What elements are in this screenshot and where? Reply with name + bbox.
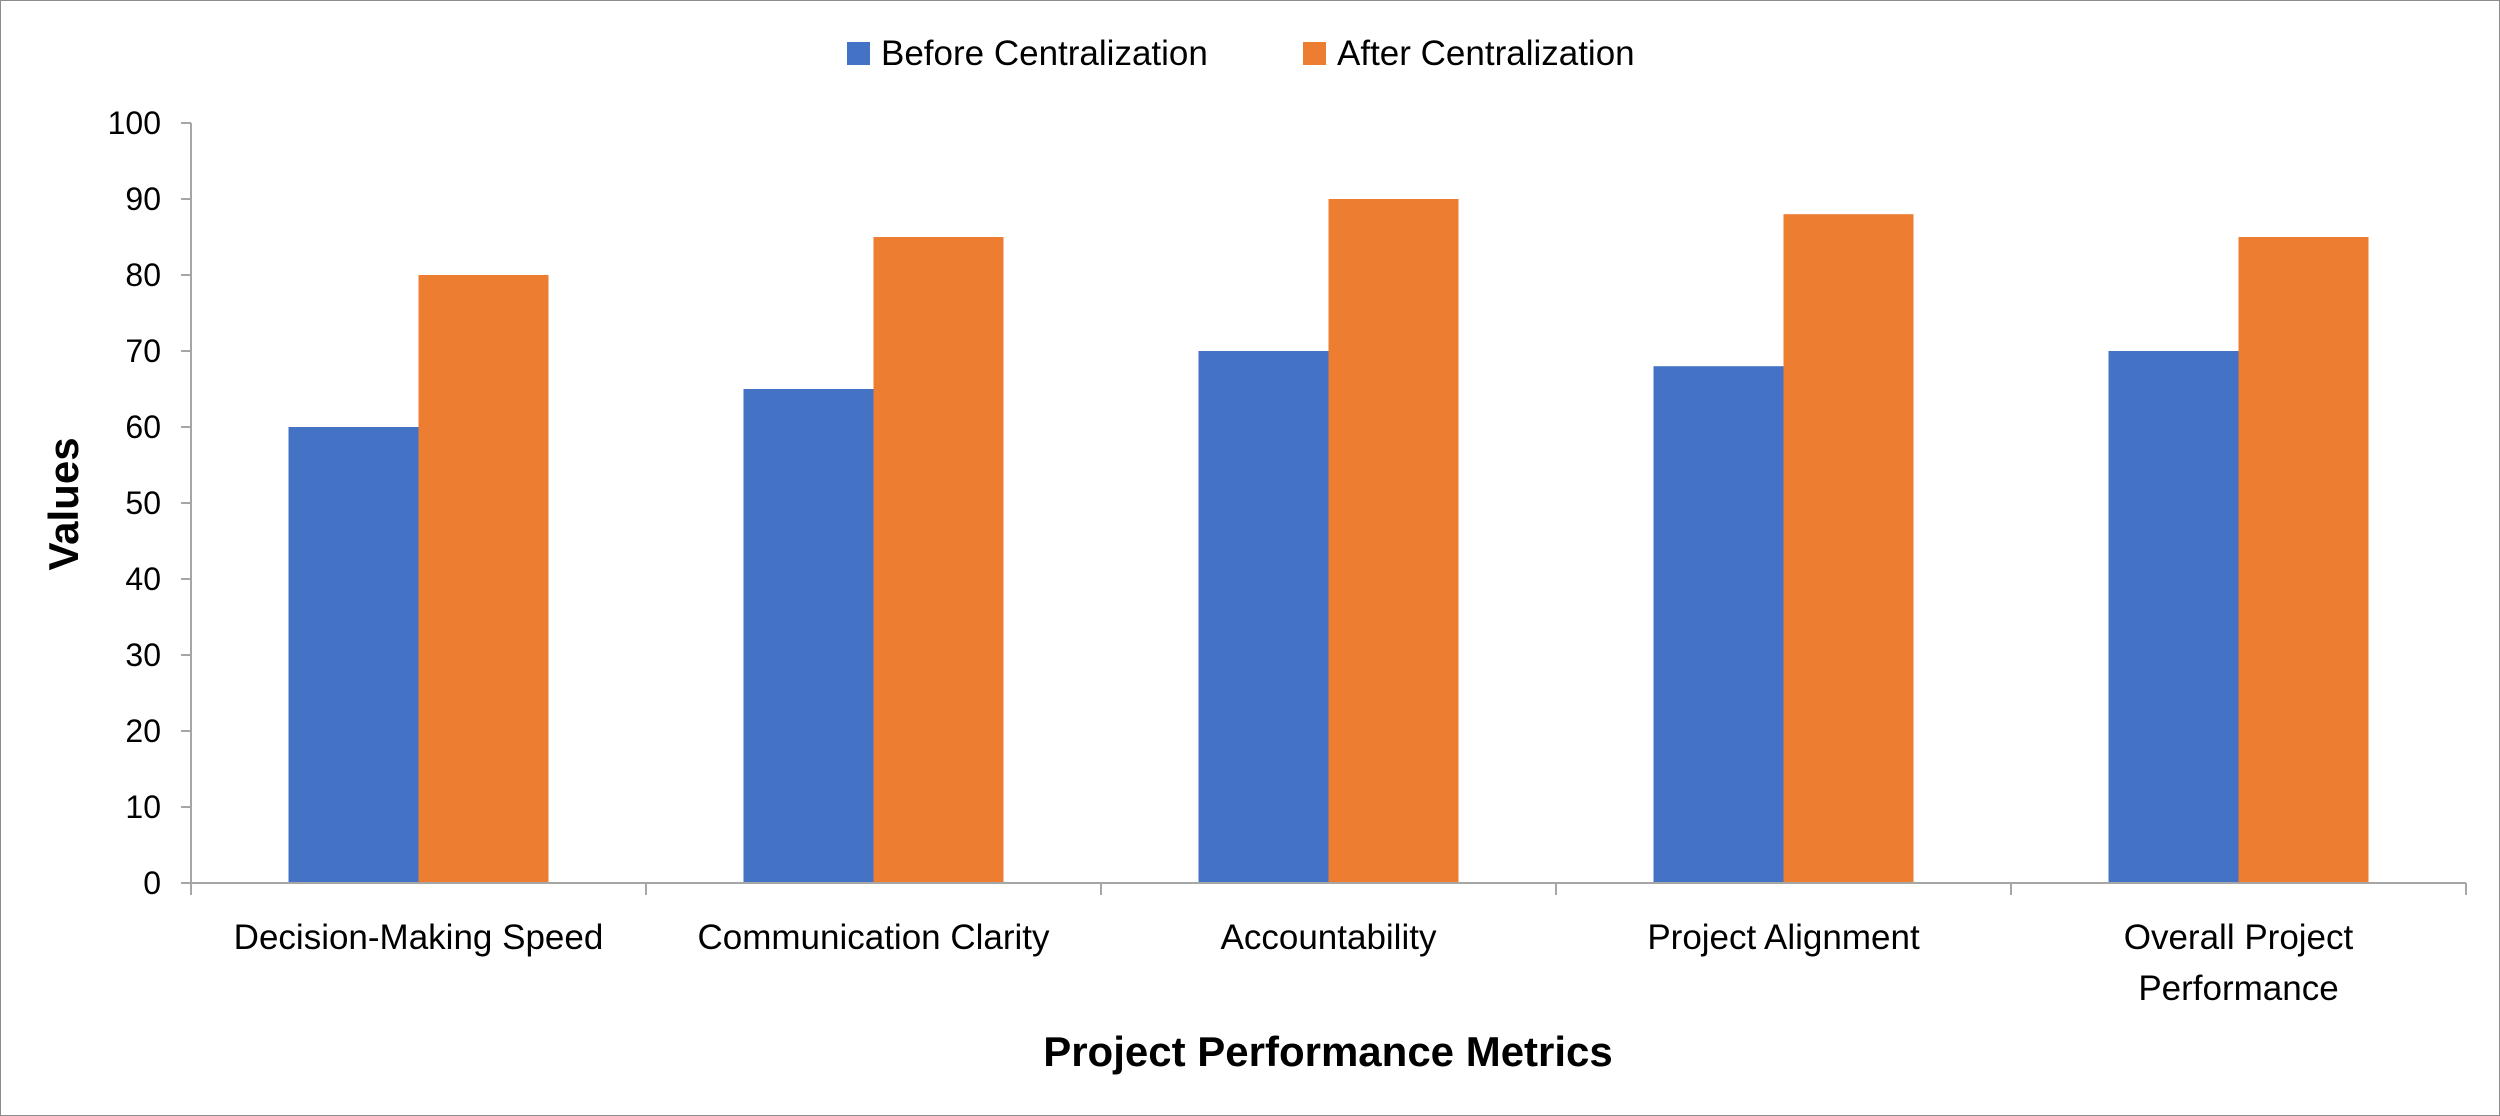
y-tick-label: 10 — [125, 789, 161, 825]
bar-before-2 — [743, 389, 874, 883]
x-tick-label: Communication Clarity — [697, 918, 1050, 957]
legend-label: After Centralization — [1337, 34, 1635, 73]
x-tick-label: Performance — [2138, 969, 2338, 1008]
y-tick-label: 70 — [125, 333, 161, 369]
x-axis: Decision-Making Speed Communication Clari… — [190, 882, 2467, 1008]
legend-swatch — [1303, 42, 1326, 65]
bar-before-3 — [1198, 351, 1329, 883]
bar-after-4 — [1783, 214, 1914, 883]
bar-before-1 — [288, 427, 419, 883]
y-tick-label: 90 — [125, 181, 161, 217]
y-tick-label: 50 — [125, 485, 161, 521]
y-tick-label: 80 — [125, 257, 161, 293]
bar-before-5 — [2108, 351, 2239, 883]
bars — [288, 199, 2369, 883]
y-tick-label: 0 — [143, 865, 161, 901]
legend-swatch — [847, 42, 870, 65]
bar-after-5 — [2238, 237, 2369, 883]
legend-label: Before Centralization — [881, 34, 1208, 73]
x-tick-label: Decision-Making Speed — [234, 918, 604, 957]
bar-after-2 — [873, 237, 1004, 883]
y-tick-label: 100 — [108, 105, 161, 141]
y-axis-title: Values — [40, 437, 87, 570]
bar-before-4 — [1653, 366, 1784, 883]
y-tick-label: 40 — [125, 561, 161, 597]
x-tick-label: Accountability — [1221, 918, 1437, 957]
y-axis: 0 10 20 30 40 50 60 70 80 90 100 — [108, 105, 192, 901]
x-tick-label: Overall Project — [2124, 918, 2354, 957]
x-tick-label: Project Alignment — [1647, 918, 1920, 957]
y-tick-label: 30 — [125, 637, 161, 673]
bar-after-3 — [1328, 199, 1459, 883]
bar-after-1 — [418, 275, 549, 883]
y-tick-label: 60 — [125, 409, 161, 445]
legend: Before Centralization After Centralizatio… — [847, 34, 1635, 73]
y-tick-label: 20 — [125, 713, 161, 749]
x-axis-title: Project Performance Metrics — [1043, 1028, 1613, 1075]
